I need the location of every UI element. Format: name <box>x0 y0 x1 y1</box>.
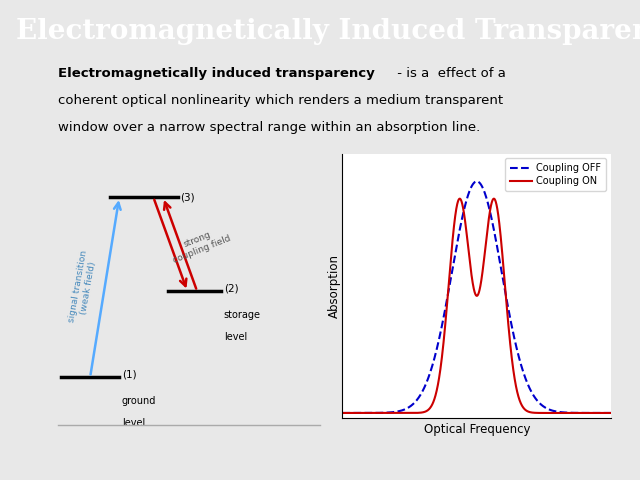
Text: - is a  effect of a: - is a effect of a <box>393 67 506 80</box>
Text: window over a narrow spectral range within an absorption line.: window over a narrow spectral range with… <box>58 121 480 134</box>
Line: Coupling OFF: Coupling OFF <box>342 181 611 413</box>
Coupling ON <box>600 410 607 416</box>
Coupling ON <box>462 226 470 232</box>
Text: (2): (2) <box>224 284 239 294</box>
Text: signal transition
(weak field): signal transition (weak field) <box>67 250 99 325</box>
Text: Electromagnetically Induced Transparency: Electromagnetically Induced Transparency <box>16 18 640 45</box>
Coupling OFF <box>352 410 360 416</box>
Text: level: level <box>224 332 247 342</box>
Coupling OFF <box>469 181 477 187</box>
Coupling OFF <box>462 199 470 205</box>
Text: (1): (1) <box>122 370 136 380</box>
Text: coherent optical nonlinearity which renders a medium transparent: coherent optical nonlinearity which rend… <box>58 94 503 107</box>
Line: Coupling ON: Coupling ON <box>342 199 611 413</box>
Text: storage: storage <box>224 310 261 320</box>
X-axis label: Optical Frequency: Optical Frequency <box>424 423 530 436</box>
Coupling ON <box>456 196 463 202</box>
Text: (3): (3) <box>180 192 195 202</box>
Coupling OFF <box>550 408 558 414</box>
Coupling ON <box>339 410 346 416</box>
Coupling OFF <box>600 410 607 416</box>
Text: strong
coupling field: strong coupling field <box>168 224 232 264</box>
Coupling ON <box>469 283 477 289</box>
Text: level: level <box>122 418 145 428</box>
Coupling ON <box>607 410 615 416</box>
Coupling ON <box>550 410 558 416</box>
Coupling OFF <box>607 410 615 416</box>
Coupling OFF <box>339 410 346 416</box>
Coupling OFF <box>600 410 607 416</box>
Y-axis label: Absorption: Absorption <box>328 253 341 318</box>
Coupling ON <box>600 410 607 416</box>
Coupling ON <box>352 410 360 416</box>
Legend: Coupling OFF, Coupling ON: Coupling OFF, Coupling ON <box>506 158 606 191</box>
Text: Electromagnetically induced transparency: Electromagnetically induced transparency <box>58 67 374 80</box>
Coupling OFF <box>473 179 481 184</box>
Text: ground: ground <box>122 396 156 406</box>
